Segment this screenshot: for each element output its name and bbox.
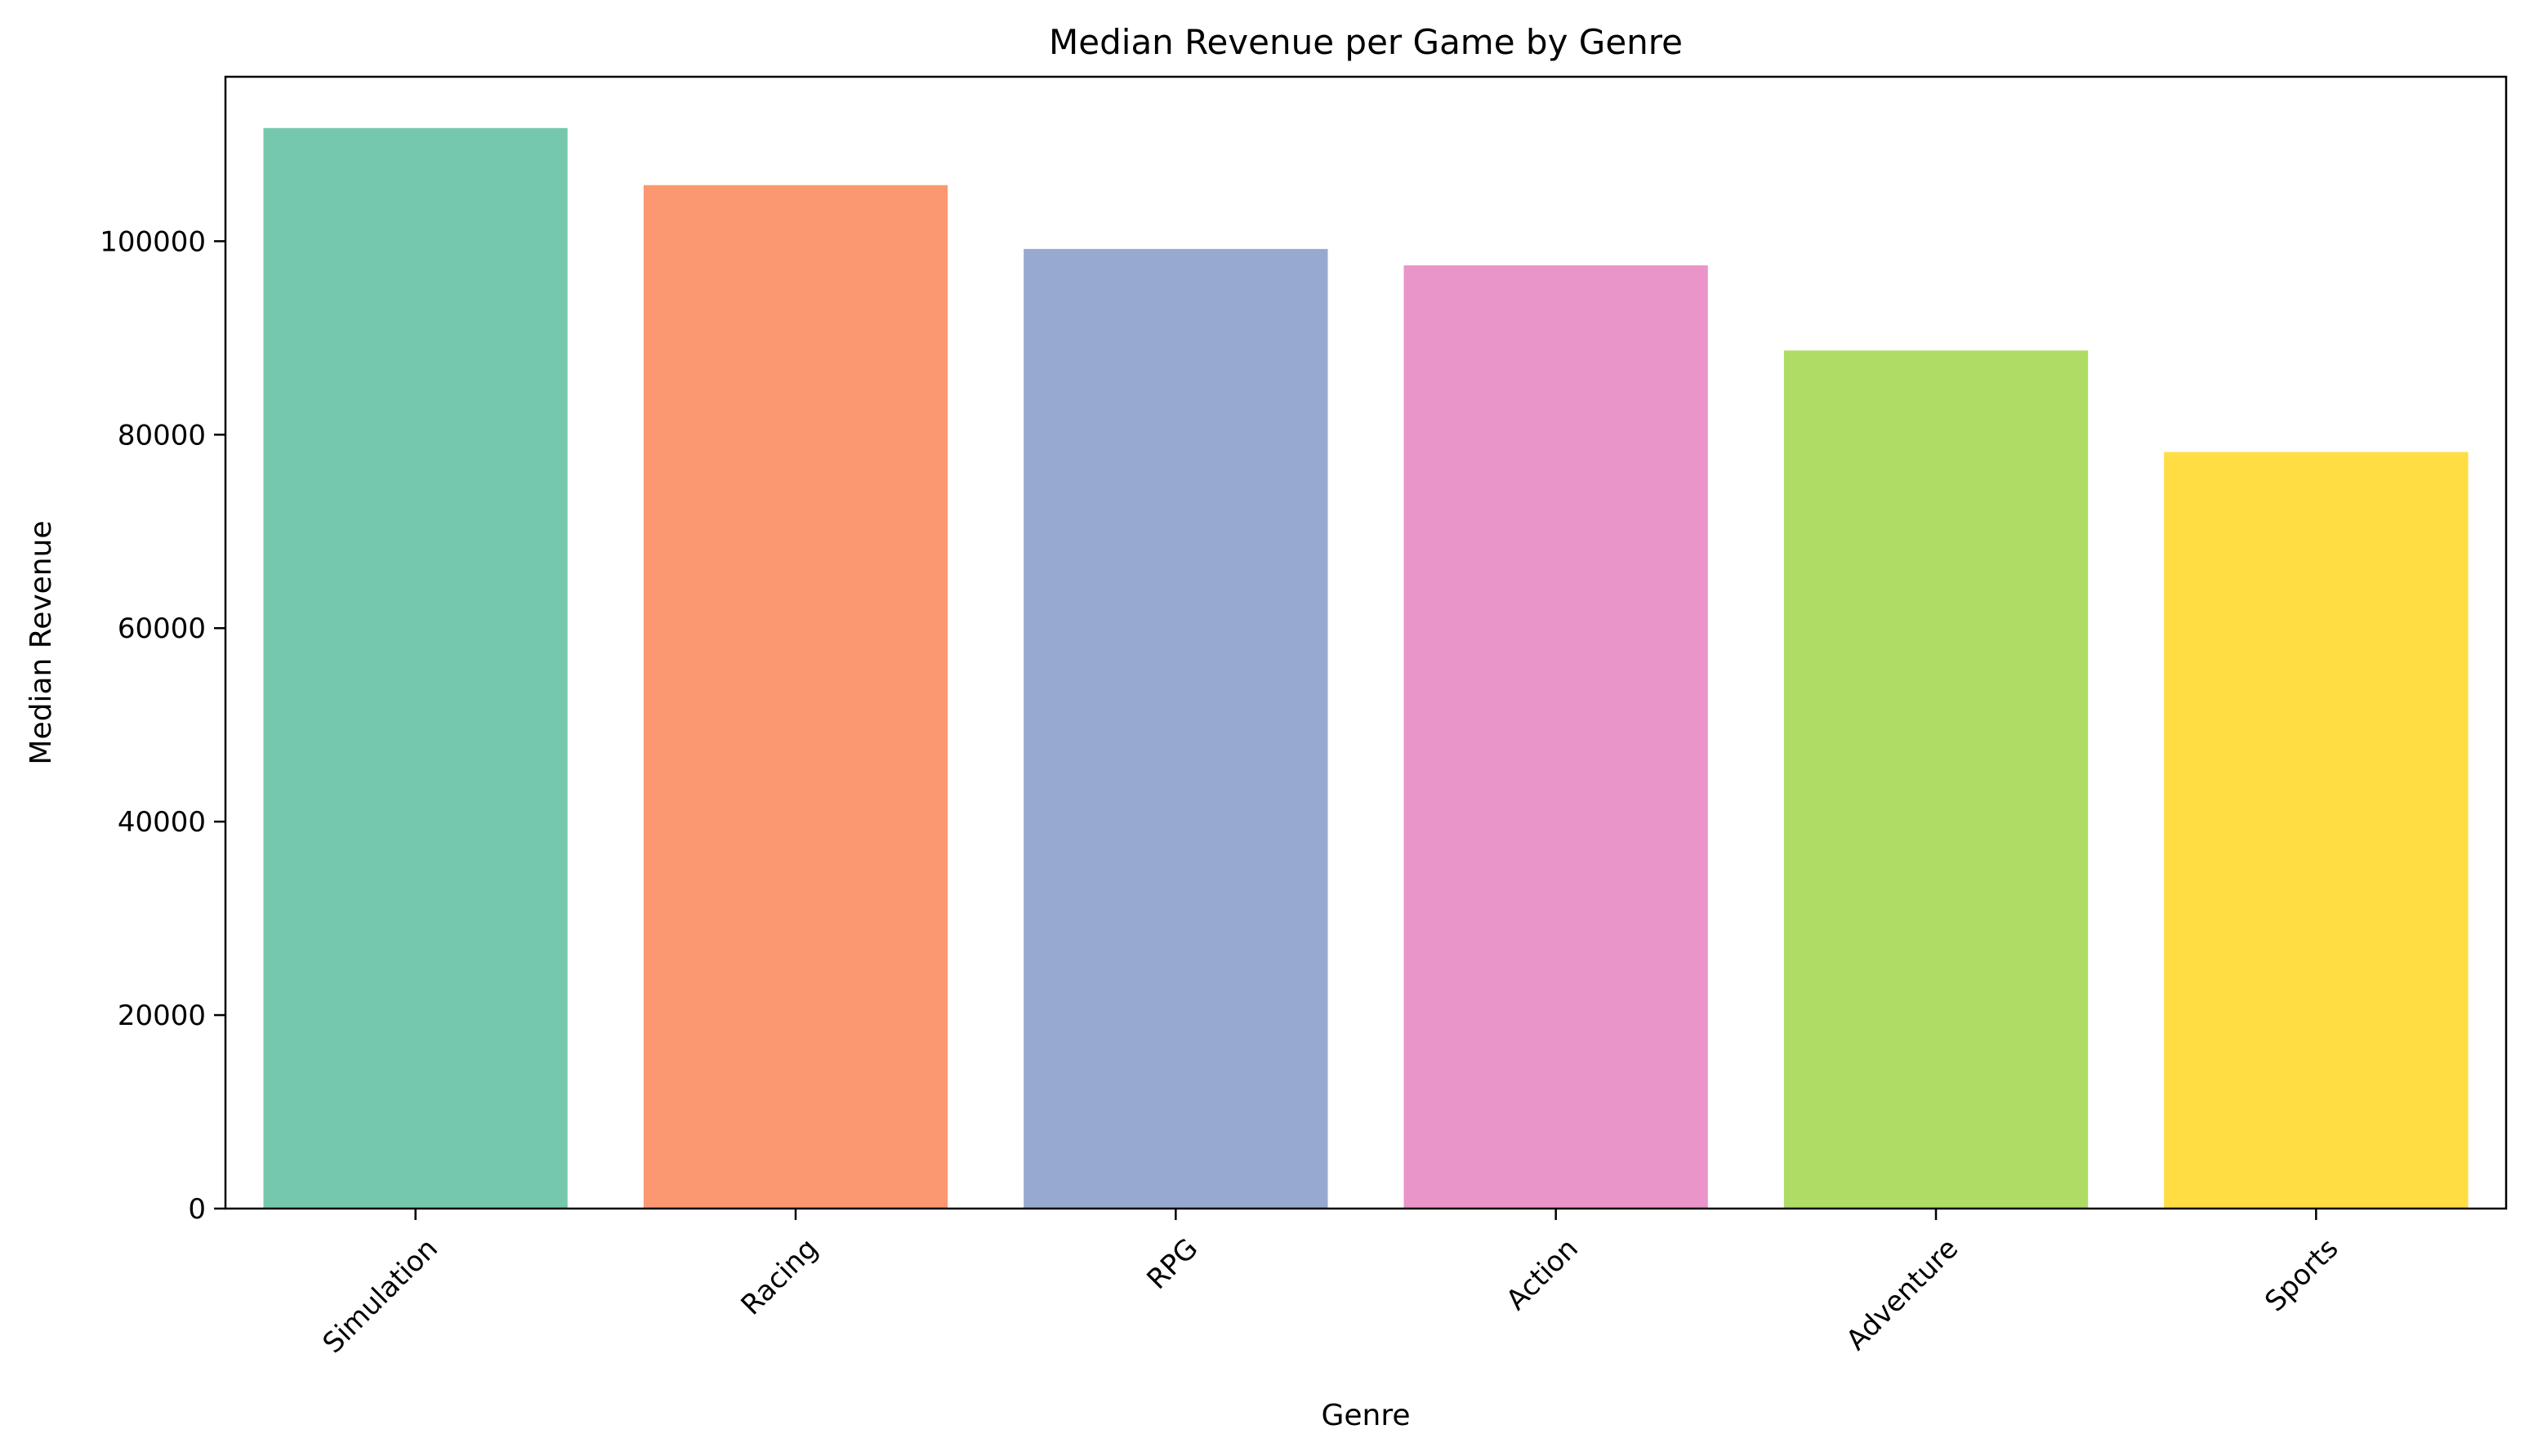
plot-frame [224,75,2508,1210]
bar-action [1403,265,1708,1209]
bar-simulation [263,127,568,1209]
bar-rpg [1024,248,1328,1209]
y-tick-label: 40000 [118,806,206,839]
y-axis-label: Median Revenue [25,520,58,764]
bar-adventure [1783,350,2089,1209]
y-tick-label: 20000 [118,1000,206,1032]
chart-title: Median Revenue per Game by Genre [1049,22,1683,62]
x-axis-label: Genre [1321,1399,1410,1432]
bar-racing [643,185,948,1209]
y-axis-ticks: 0 20000 40000 60000 80000 100000 [100,225,225,1226]
y-tick-label: 100000 [100,225,206,258]
bars-group [263,127,2469,1209]
bar-sports [2164,452,2469,1209]
y-tick-label: 60000 [118,612,206,645]
y-tick-label: 80000 [118,419,206,452]
y-tick-label: 0 [188,1193,206,1226]
